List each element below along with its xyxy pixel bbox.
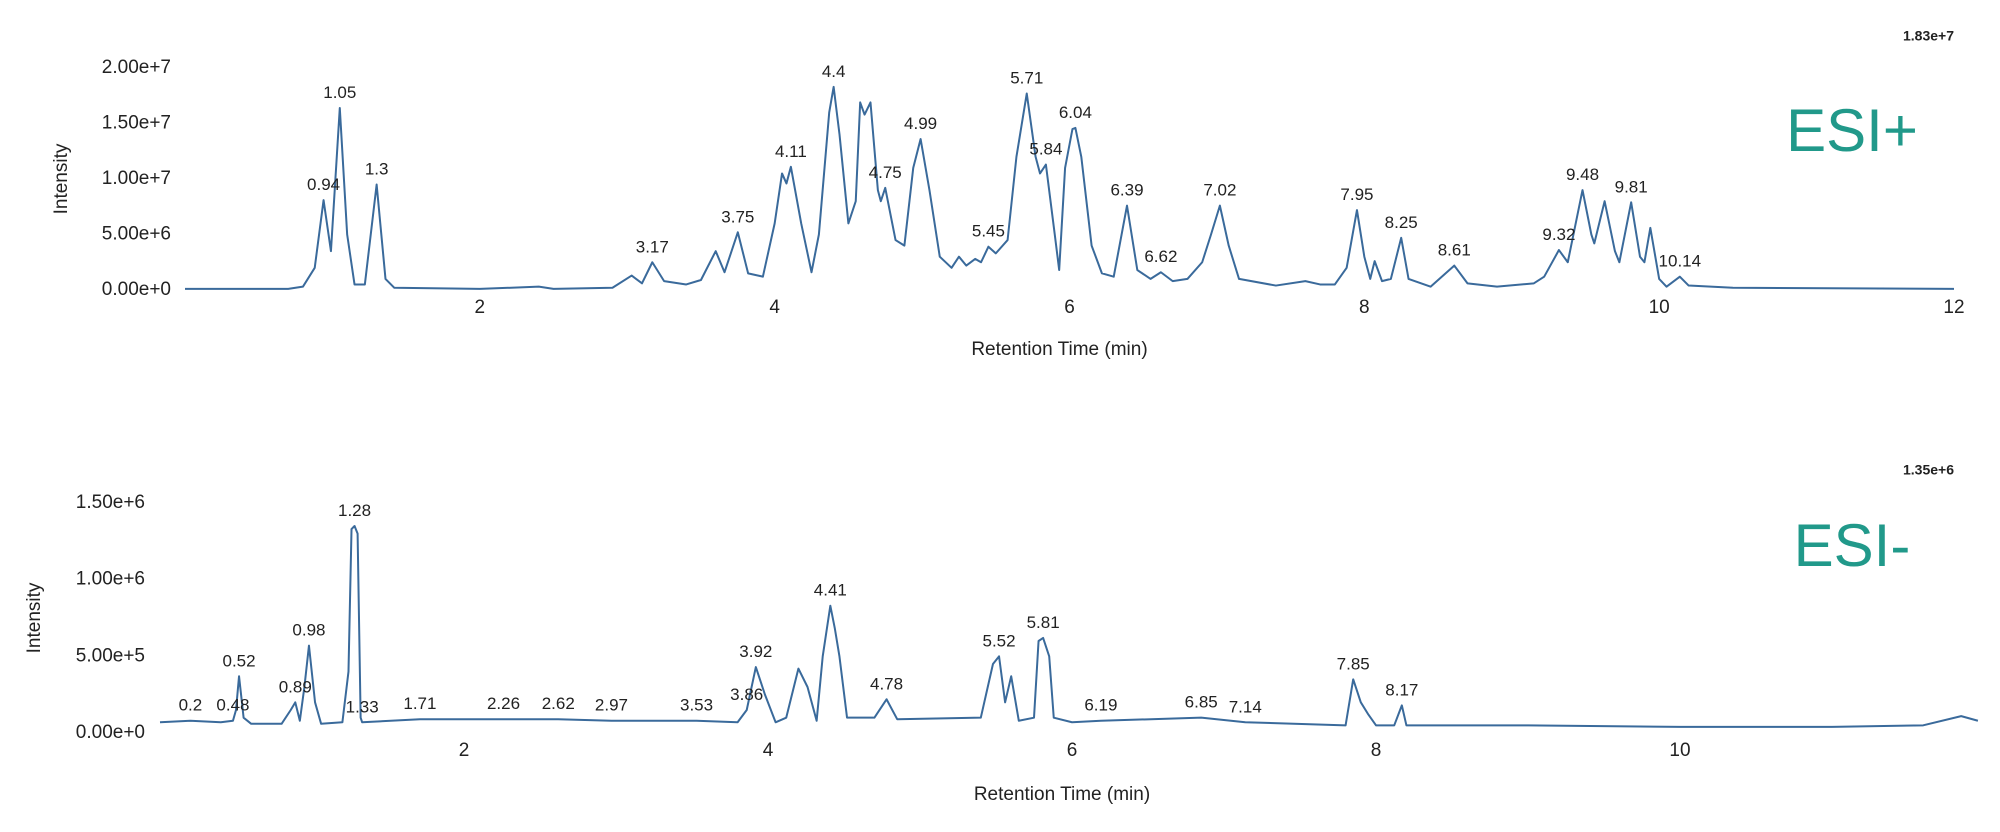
peak-label: 0.89 (279, 677, 312, 696)
peak-label: 8.25 (1385, 213, 1418, 232)
peak-label: 7.95 (1340, 185, 1373, 204)
peak-label: 9.81 (1615, 177, 1648, 196)
peak-label: 4.4 (822, 62, 846, 81)
peak-label: 3.92 (739, 642, 772, 661)
peak-label: 9.48 (1566, 165, 1599, 184)
y-tick-label: 0.00e+0 (102, 279, 171, 300)
peak-label: 6.62 (1144, 247, 1177, 266)
y-tick-label: 5.00e+6 (102, 224, 171, 245)
x-tick-label: 4 (763, 740, 774, 761)
peak-label: 4.11 (775, 142, 807, 161)
peak-label: 1.33 (346, 697, 379, 716)
peak-label: 5.45 (972, 222, 1005, 241)
peak-label: 3.17 (636, 237, 669, 256)
ionization-mode: ESI+ (1786, 97, 1918, 164)
x-tick-label: 6 (1067, 740, 1078, 761)
y-tick-label: 1.00e+6 (76, 569, 145, 590)
peak-label: 7.02 (1203, 181, 1236, 200)
peak-label: 1.71 (403, 694, 436, 713)
peak-label: 1.3 (365, 160, 389, 179)
chromatogram-trace (159, 525, 1979, 728)
peak-label: 8.61 (1438, 241, 1471, 260)
x-tick-label: 6 (1064, 297, 1075, 318)
peak-label: 2.97 (595, 696, 628, 715)
peak-label: 10.14 (1659, 252, 1702, 271)
chromatogram-trace (185, 85, 1955, 290)
x-tick-label: 2 (475, 297, 486, 318)
y-tick-label: 1.00e+7 (102, 168, 171, 189)
x-tick-label: 12 (1943, 297, 1964, 318)
x-tick-label: 8 (1359, 297, 1370, 318)
x-axis-label: Retention Time (min) (971, 339, 1147, 360)
peak-label: 5.52 (982, 631, 1015, 650)
x-tick-label: 10 (1649, 297, 1670, 318)
peak-label: 2.26 (487, 694, 520, 713)
peak-label: 0.2 (179, 696, 203, 715)
peak-label: 4.99 (904, 114, 937, 133)
x-tick-label: 8 (1371, 740, 1382, 761)
x-tick-label: 2 (459, 740, 470, 761)
ionization-mode: ESI- (1794, 512, 1911, 579)
peak-label: 3.75 (721, 207, 754, 226)
peak-label: 3.53 (680, 696, 713, 715)
y-tick-label: 2.00e+7 (102, 57, 171, 78)
max-intensity-label: 1.35e+6 (1903, 462, 1954, 478)
peak-label: 8.17 (1385, 680, 1418, 699)
peak-label: 3.86 (730, 685, 763, 704)
peak-label: 7.14 (1229, 697, 1262, 716)
y-tick-label: 0.00e+0 (76, 722, 145, 743)
y-axis-label: Intensity (24, 582, 45, 653)
peak-label: 5.71 (1010, 69, 1043, 88)
x-tick-label: 4 (769, 297, 780, 318)
peak-label: 0.48 (216, 696, 249, 715)
peak-label: 0.98 (292, 621, 325, 640)
peak-label: 4.75 (869, 163, 902, 182)
peak-label: 4.78 (870, 674, 903, 693)
x-axis-label: Retention Time (min) (974, 784, 1150, 805)
peak-label: 6.85 (1185, 693, 1218, 712)
peak-label: 4.41 (814, 581, 847, 600)
peak-label: 6.04 (1059, 103, 1092, 122)
peak-label: 5.81 (1027, 613, 1060, 632)
y-tick-label: 1.50e+6 (76, 492, 145, 513)
peak-label: 1.05 (323, 83, 356, 102)
peak-label: 6.39 (1110, 181, 1143, 200)
peak-label: 9.32 (1542, 225, 1575, 244)
peak-label: 1.28 (338, 501, 371, 520)
max-intensity-label: 1.83e+7 (1903, 28, 1954, 44)
peak-label: 7.85 (1337, 654, 1370, 673)
peak-label: 6.19 (1084, 696, 1117, 715)
peak-label: 0.94 (307, 175, 340, 194)
peak-label: 0.52 (222, 651, 255, 670)
y-tick-label: 1.50e+7 (102, 113, 171, 134)
peak-label: 2.62 (542, 694, 575, 713)
y-axis-label: Intensity (51, 143, 72, 214)
y-tick-label: 5.00e+5 (76, 645, 145, 666)
x-tick-label: 10 (1669, 740, 1690, 761)
peak-label: 5.84 (1029, 140, 1062, 159)
